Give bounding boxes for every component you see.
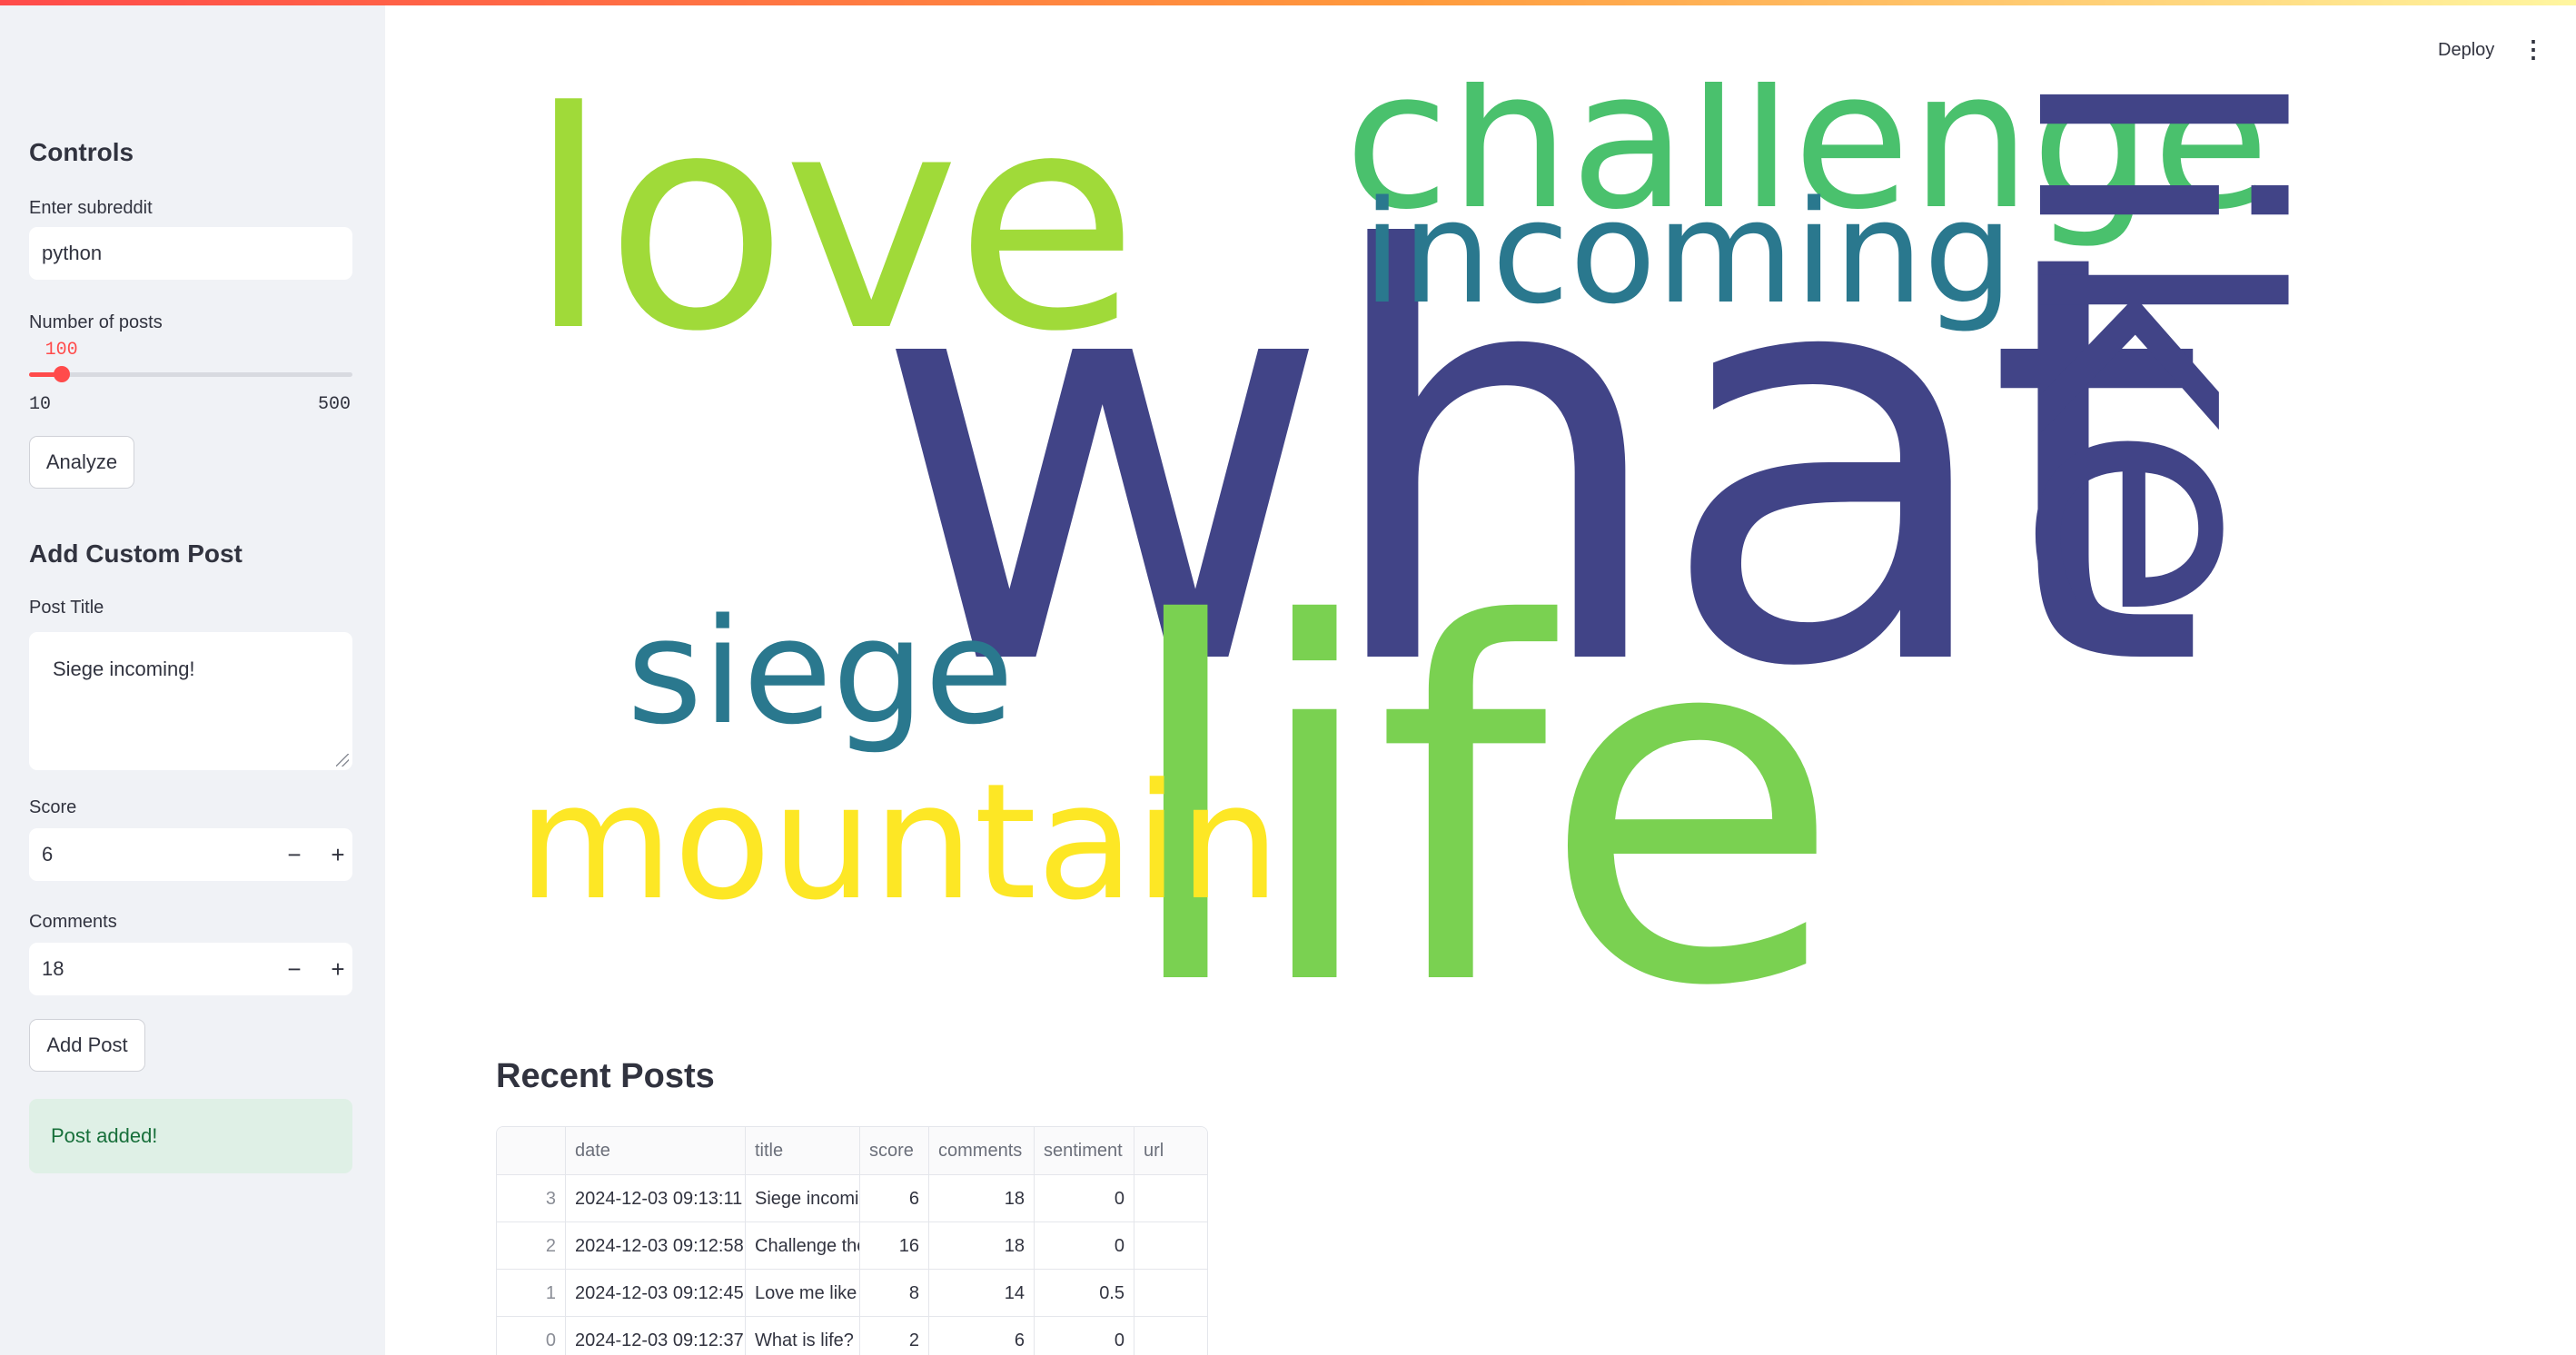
sidebar: Controls Enter subreddit python Number o… — [0, 5, 385, 1355]
row-score[interactable]: 6 — [860, 1175, 929, 1222]
posts-slider[interactable] — [29, 366, 352, 382]
comments-input[interactable]: 18 − + — [29, 943, 352, 995]
row-title[interactable]: What is life? — [746, 1317, 860, 1355]
row-sentiment[interactable]: 0.5 — [1035, 1270, 1134, 1317]
row-score[interactable]: 8 — [860, 1270, 929, 1317]
post-title-value: Siege incoming! — [53, 658, 195, 680]
score-label: Score — [29, 797, 77, 817]
posts-slider-thumb[interactable] — [53, 366, 70, 382]
row-index[interactable]: 0 — [497, 1317, 566, 1355]
comments-label: Comments — [29, 912, 117, 932]
row-date[interactable]: 2024-12-03 09:13:11 — [566, 1175, 746, 1222]
column-header-url[interactable]: url — [1144, 1140, 1164, 1161]
add-custom-post-title: Add Custom Post — [29, 539, 243, 568]
row-comments[interactable]: 14 — [929, 1270, 1035, 1317]
row-title[interactable]: Love me like y — [746, 1270, 860, 1317]
row-index[interactable]: 3 — [497, 1175, 566, 1222]
table-row[interactable]: 3 2024-12-03 09:13:11 Siege incomi 6 18 0 — [497, 1174, 1207, 1222]
posts-slider-min: 10 — [29, 394, 52, 415]
comments-increment-button[interactable]: + — [331, 954, 345, 983]
row-url[interactable] — [1134, 1270, 1207, 1317]
wordcloud-word: life — [1117, 523, 1842, 1026]
top-decoration-bar — [0, 0, 2576, 5]
table-row[interactable]: 1 2024-12-03 09:12:45 Love me like y 8 14 0.5 — [497, 1269, 1207, 1317]
table-row[interactable]: 0 2024-12-03 09:12:37 What is life? 2 6 0 — [497, 1316, 1207, 1355]
row-sentiment[interactable]: 0 — [1035, 1317, 1134, 1355]
row-comments[interactable]: 6 — [929, 1317, 1035, 1355]
score-input[interactable]: 6 − + — [29, 828, 352, 881]
row-sentiment[interactable]: 0 — [1035, 1222, 1134, 1270]
posts-slider-max: 500 — [318, 394, 352, 415]
row-sentiment[interactable]: 0 — [1035, 1175, 1134, 1222]
row-url[interactable] — [1134, 1175, 1207, 1222]
row-comments[interactable]: 18 — [929, 1222, 1035, 1270]
word-cloud: what life love challenge incoming like s… — [490, 82, 2462, 1026]
wordcloud-word: incoming — [1362, 170, 2014, 335]
posts-slider-fill — [29, 372, 62, 377]
recent-posts-table[interactable]: date title score comments sentiment url … — [496, 1126, 1208, 1355]
score-increment-button[interactable]: + — [331, 840, 345, 868]
post-title-textarea[interactable]: Siege incoming! — [29, 632, 352, 770]
controls-title: Controls — [29, 138, 134, 166]
row-title[interactable]: Challenge the — [746, 1222, 860, 1270]
table-row[interactable]: 2 2024-12-03 09:12:58 Challenge the 16 18 0 — [497, 1221, 1207, 1270]
analyze-button[interactable]: Analyze — [29, 436, 134, 489]
row-comments[interactable]: 18 — [929, 1175, 1035, 1222]
wordcloud-word: what — [872, 135, 2206, 790]
row-date[interactable]: 2024-12-03 09:12:58 — [566, 1222, 746, 1270]
row-score[interactable]: 2 — [860, 1317, 929, 1355]
row-date[interactable]: 2024-12-03 09:12:37 — [566, 1317, 746, 1355]
post-title-label: Post Title — [29, 598, 104, 618]
add-post-button[interactable]: Add Post — [29, 1019, 145, 1072]
comments-value: 18 — [42, 957, 64, 980]
column-header-comments[interactable]: comments — [929, 1127, 1035, 1174]
posts-slider-label: Number of posts — [29, 312, 163, 332]
row-score[interactable]: 16 — [860, 1222, 929, 1270]
column-header-date[interactable]: date — [566, 1127, 746, 1174]
wordcloud-word: mountain — [518, 749, 1281, 935]
row-url[interactable] — [1134, 1222, 1207, 1270]
row-url[interactable] — [1134, 1317, 1207, 1355]
row-title[interactable]: Siege incomi — [746, 1175, 860, 1222]
wordcloud-word: love — [527, 82, 1139, 397]
column-header-score[interactable]: score — [860, 1127, 929, 1174]
column-header-sentiment[interactable]: sentiment — [1035, 1127, 1134, 1174]
resize-handle-icon[interactable] — [336, 754, 349, 767]
subreddit-input[interactable]: python — [29, 227, 352, 280]
row-index[interactable]: 1 — [497, 1270, 566, 1317]
success-alert: Post added! — [29, 1099, 352, 1173]
subreddit-label: Enter subreddit — [29, 198, 153, 218]
wordcloud-word: siege — [627, 587, 1015, 757]
table-header-row: date title score comments sentiment url — [497, 1127, 1207, 1174]
comments-decrement-button[interactable]: − — [287, 954, 302, 983]
score-value: 6 — [42, 843, 54, 865]
posts-slider-value: 100 — [45, 340, 78, 361]
row-index[interactable]: 2 — [497, 1222, 566, 1270]
kebab-menu-icon[interactable]: ⋮ — [2522, 35, 2545, 63]
wordcloud-word: challenge — [1344, 82, 2270, 252]
column-header-title[interactable]: title — [746, 1127, 860, 1174]
recent-posts-title: Recent Posts — [496, 1057, 715, 1095]
column-header-index[interactable] — [497, 1127, 566, 1174]
score-decrement-button[interactable]: − — [287, 840, 302, 868]
deploy-button[interactable]: Deploy — [2438, 40, 2495, 60]
row-date[interactable]: 2024-12-03 09:12:45 — [566, 1270, 746, 1317]
wordcloud-word-vertical: like — [1963, 82, 2343, 625]
